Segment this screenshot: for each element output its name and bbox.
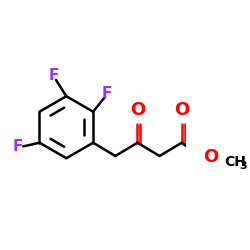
Text: F: F — [12, 139, 22, 154]
Text: O: O — [174, 101, 189, 119]
Text: F: F — [101, 86, 112, 101]
Text: O: O — [203, 148, 218, 166]
Text: F: F — [48, 68, 59, 83]
Text: O: O — [130, 101, 145, 119]
Text: CH: CH — [224, 155, 246, 169]
Text: 3: 3 — [239, 160, 247, 170]
